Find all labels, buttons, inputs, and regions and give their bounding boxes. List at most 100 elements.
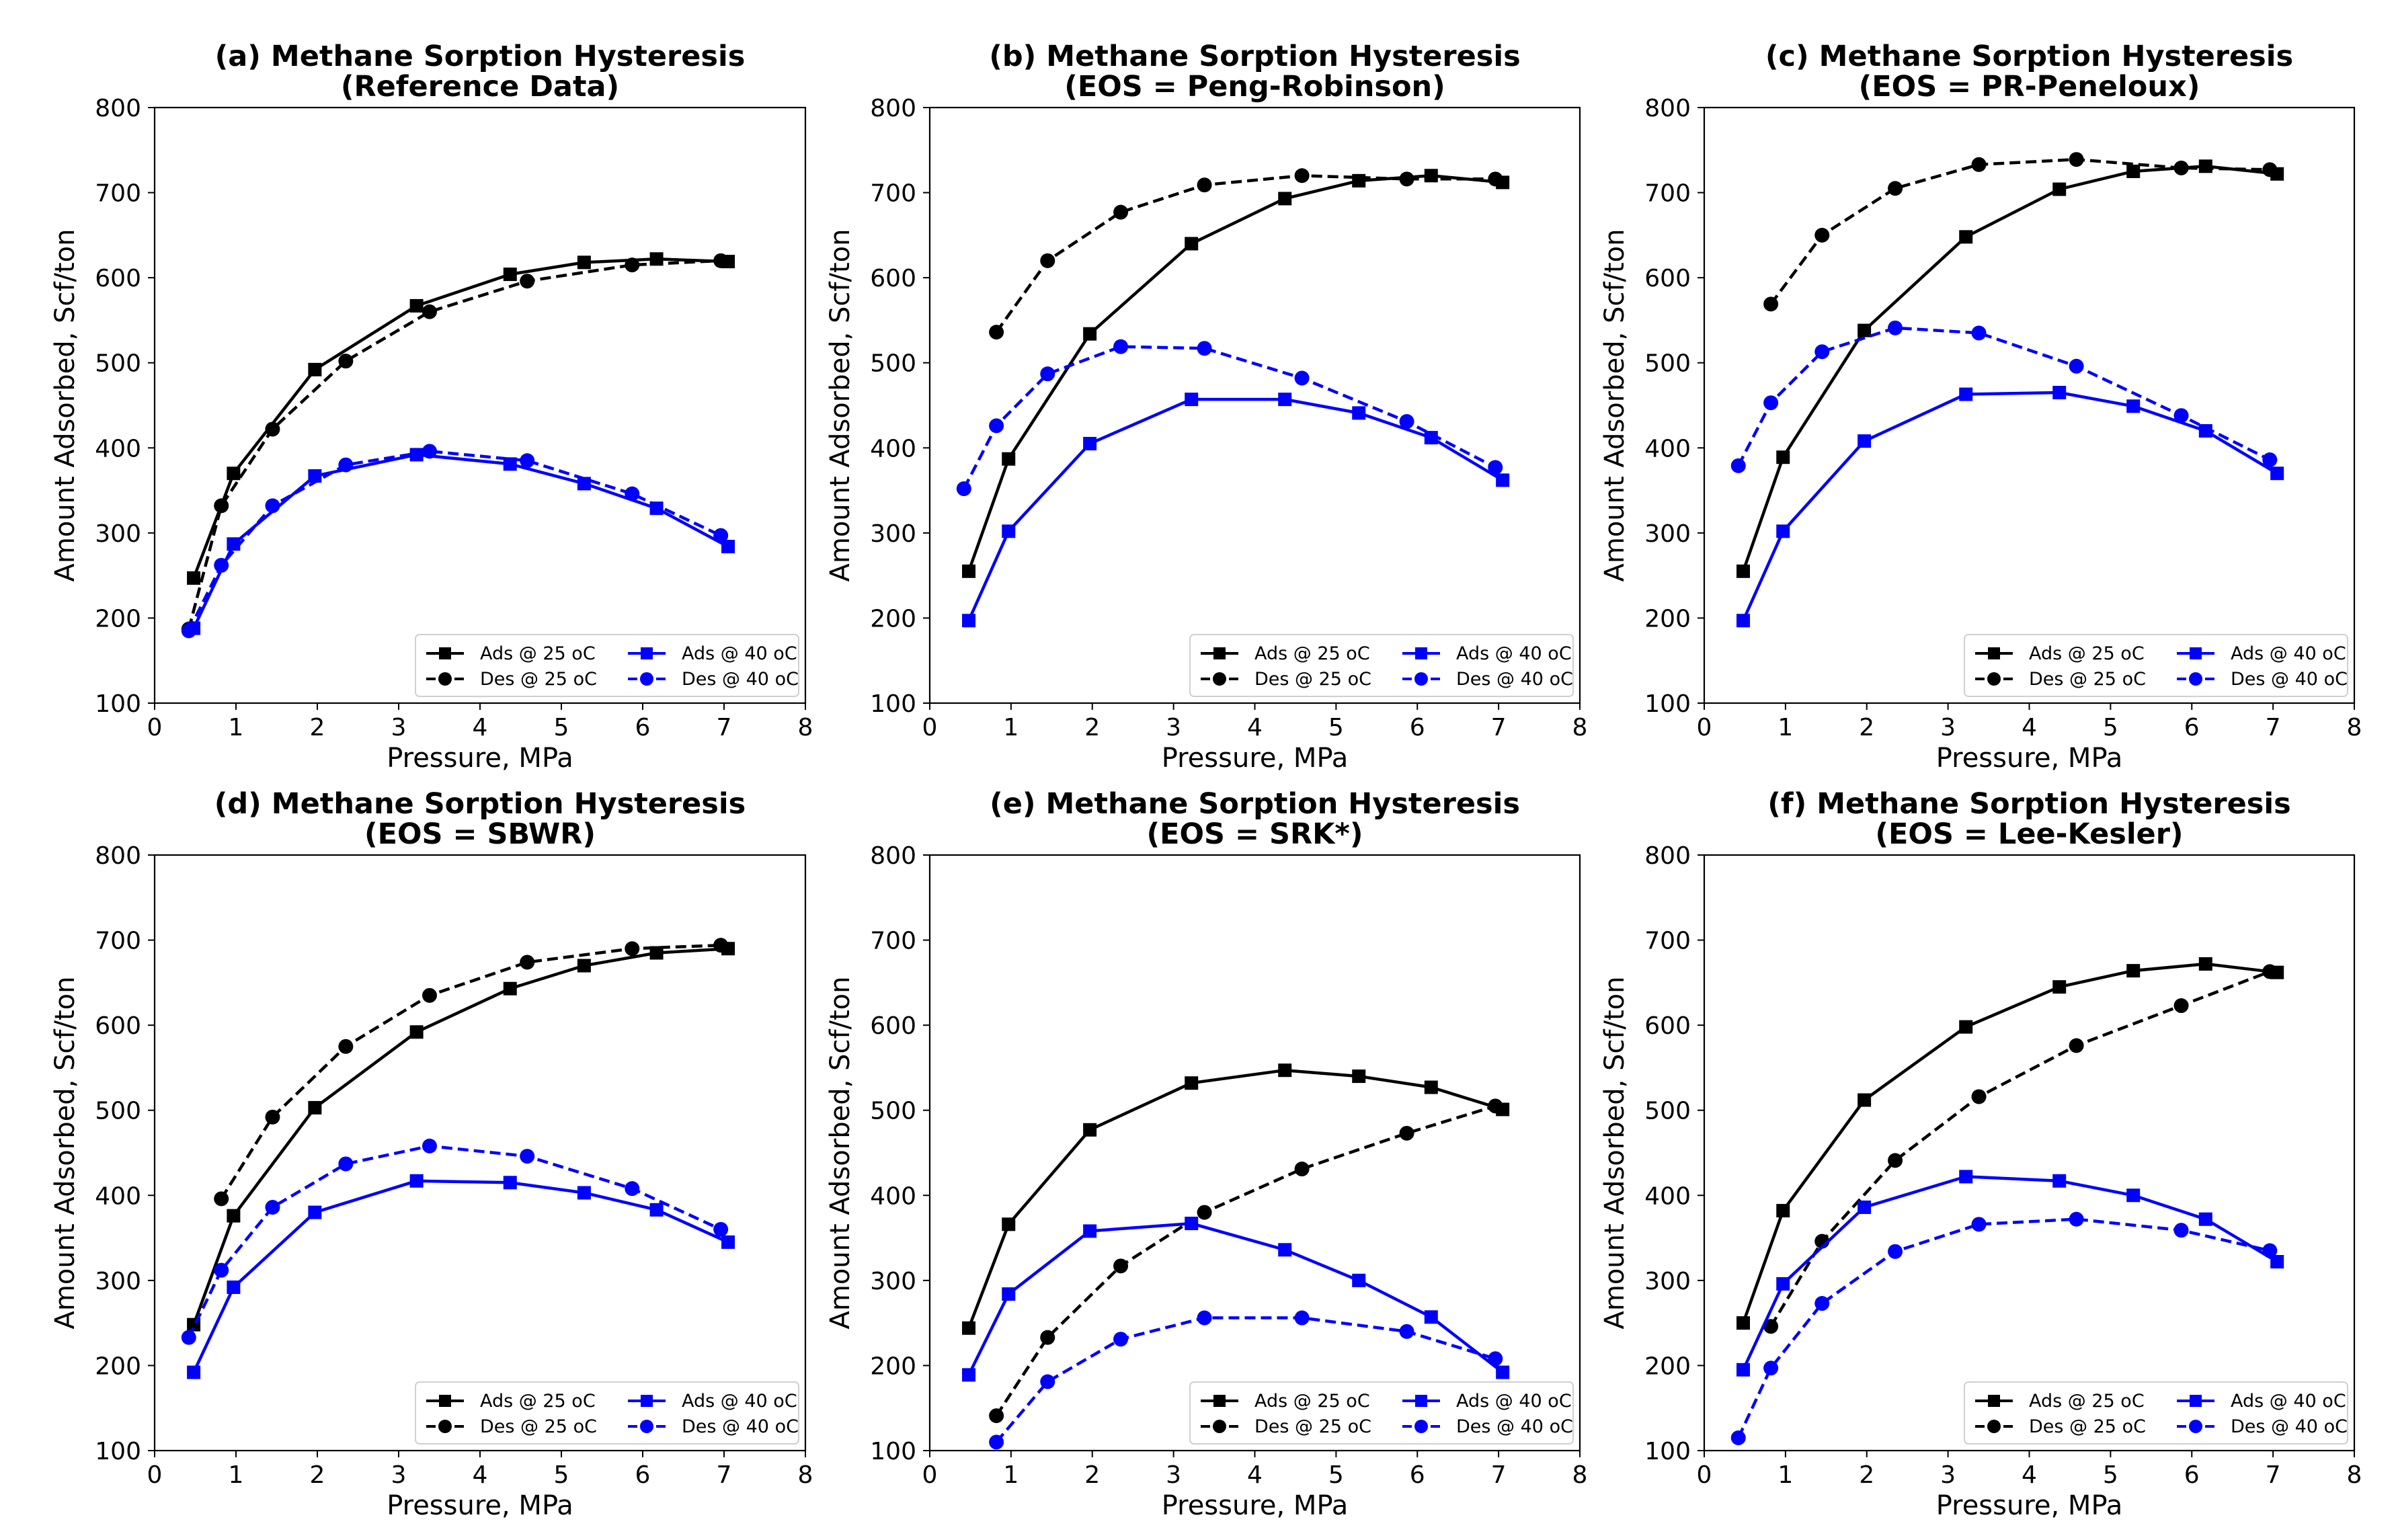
- x-tick-label: 2: [310, 1461, 325, 1489]
- data-point-des-25-oc: [1040, 253, 1055, 268]
- legend-marker-ads-40-oc: [1415, 647, 1427, 659]
- data-point-des-25-oc: [214, 1191, 229, 1207]
- y-axis-label: Amount Adsorbed, Scf/ton: [825, 229, 856, 582]
- data-point-des-40-oc: [214, 557, 229, 573]
- data-point-ads-40-oc: [577, 1186, 591, 1200]
- y-tick-label: 500: [1644, 1098, 1691, 1125]
- chart-panel-f: (f) Methane Sorption Hysteresis(EOS = Le…: [1599, 787, 2362, 1521]
- data-point-ads-25-oc: [1959, 230, 1973, 244]
- data-point-des-40-oc: [2173, 408, 2189, 423]
- legend-label-des-25-oc: Des @ 25 oC: [480, 1416, 597, 1437]
- x-tick-label: 1: [1778, 1461, 1793, 1489]
- series-line-des-25-oc: [1769, 970, 2271, 1328]
- legend-marker-ads-40-oc: [2190, 1395, 2202, 1407]
- series-line-ads-40-oc: [192, 1179, 729, 1373]
- chart-title: (b) Methane Sorption Hysteresis: [989, 40, 1520, 73]
- x-tick-label: 6: [635, 714, 651, 741]
- x-tick-label: 4: [473, 1461, 488, 1489]
- y-tick-label: 300: [870, 1268, 916, 1295]
- data-point-des-25-oc: [1040, 1330, 1055, 1345]
- data-point-des-25-oc: [625, 941, 640, 957]
- y-tick-label: 200: [95, 1352, 141, 1380]
- x-tick-label: 5: [1328, 714, 1344, 741]
- data-point-des-25-oc: [1197, 1205, 1212, 1220]
- data-point-ads-40-oc: [1424, 1310, 1438, 1324]
- plot-area: [181, 252, 735, 639]
- y-tick-label: 700: [95, 928, 141, 955]
- y-tick-label: 500: [95, 1098, 141, 1125]
- data-point-ads-25-oc: [1352, 1069, 1366, 1084]
- x-tick-label: 5: [554, 1461, 569, 1489]
- data-point-des-40-oc: [1488, 1351, 1503, 1367]
- legend: Ads @ 25 oC Des @ 25 oC Ads @ 40 oC Des @ 4…: [415, 1381, 799, 1445]
- data-point-des-40-oc: [713, 1221, 729, 1237]
- legend-label-des-25-oc: Des @ 25 oC: [2029, 669, 2146, 690]
- legend-marker-des-25-oc: [1987, 1420, 2001, 1433]
- legend-label-ads-25-oc: Ads @ 25 oC: [480, 1391, 596, 1412]
- data-point-des-40-oc: [1399, 1324, 1414, 1339]
- x-tick-label: 8: [1572, 1461, 1588, 1489]
- y-tick-label: 300: [95, 520, 141, 548]
- data-point-ads-25-oc: [1736, 1316, 1751, 1330]
- series-line-ads-25-oc: [1741, 962, 2278, 1324]
- legend-marker-des-40-oc: [2189, 1420, 2202, 1433]
- x-tick-label: 4: [473, 714, 488, 741]
- series-line-des-25-oc: [187, 259, 721, 630]
- x-tick-label: 8: [798, 714, 813, 741]
- chart-panel-c: (c) Methane Sorption Hysteresis(EOS = PR…: [1599, 40, 2362, 774]
- legend-label-des-25-oc: Des @ 25 oC: [1254, 669, 1371, 690]
- x-tick-label: 4: [1247, 1461, 1263, 1489]
- plot-frame: [1703, 106, 2356, 704]
- plot-area: [1730, 152, 2284, 628]
- data-point-ads-40-oc: [577, 477, 591, 491]
- legend-label-ads-25-oc: Ads @ 25 oC: [1254, 643, 1370, 664]
- x-tick-label: 8: [798, 1461, 813, 1489]
- legend-marker-des-40-oc: [640, 672, 653, 686]
- x-tick-label: 1: [1778, 714, 1793, 741]
- legend: Ads @ 25 oC Des @ 25 oC Ads @ 40 oC Des @ 4…: [1189, 634, 1574, 697]
- data-point-des-25-oc: [1113, 1258, 1129, 1274]
- y-tick-label: 800: [1644, 842, 1691, 870]
- data-point-ads-40-oc: [1278, 1243, 1292, 1257]
- x-tick-label: 7: [717, 1461, 732, 1489]
- legend-box: [1189, 634, 1574, 697]
- legend-marker-des-25-oc: [1987, 672, 2001, 686]
- data-point-ads-40-oc: [2198, 1212, 2212, 1226]
- data-point-des-40-oc: [625, 486, 640, 501]
- legend-marker-ads-25-oc: [439, 647, 451, 659]
- x-tick-label: 4: [2022, 714, 2037, 741]
- y-tick-label: 600: [1644, 265, 1691, 292]
- data-point-ads-40-oc: [2052, 386, 2067, 400]
- legend-marker-ads-25-oc: [1213, 1395, 1226, 1407]
- legend-marker-ads-25-oc: [1213, 647, 1226, 659]
- x-axis-label: Pressure, MPa: [1162, 743, 1349, 774]
- legend-marker-des-25-oc: [1213, 1420, 1226, 1433]
- data-point-ads-40-oc: [1496, 473, 1510, 487]
- y-tick-label: 700: [1644, 928, 1691, 955]
- x-tick-label: 1: [1003, 714, 1019, 741]
- legend-marker-ads-25-oc: [439, 1395, 451, 1407]
- legend-label-des-25-oc: Des @ 25 oC: [2029, 1416, 2146, 1437]
- y-tick-label: 500: [870, 1098, 916, 1125]
- y-tick-label: 400: [1644, 435, 1691, 462]
- legend: Ads @ 25 oC Des @ 25 oC Ads @ 40 oC Des @ 4…: [1189, 1381, 1574, 1445]
- data-point-des-40-oc: [1488, 460, 1503, 475]
- legend-label-ads-40-oc: Ads @ 40 oC: [2231, 643, 2346, 664]
- data-point-des-40-oc: [265, 498, 280, 514]
- data-point-ads-40-oc: [2126, 399, 2141, 413]
- y-axis-label: Amount Adsorbed, Scf/ton: [1599, 229, 1630, 582]
- data-point-ads-40-oc: [1185, 1217, 1199, 1231]
- data-point-des-40-oc: [1040, 366, 1055, 382]
- data-point-des-25-oc: [2173, 160, 2189, 175]
- data-point-ads-25-oc: [962, 564, 976, 578]
- data-point-des-25-oc: [422, 304, 437, 319]
- series-line-des-40-oc: [187, 1144, 722, 1338]
- data-point-ads-40-oc: [2198, 423, 2212, 438]
- data-point-des-25-oc: [2262, 964, 2278, 979]
- data-point-ads-25-oc: [1185, 1076, 1199, 1090]
- y-tick-label: 300: [1644, 520, 1691, 548]
- data-point-des-40-oc: [1763, 395, 1779, 411]
- legend-box: [1964, 1381, 2348, 1445]
- data-point-ads-25-oc: [1002, 1217, 1016, 1231]
- data-point-des-40-oc: [422, 444, 437, 459]
